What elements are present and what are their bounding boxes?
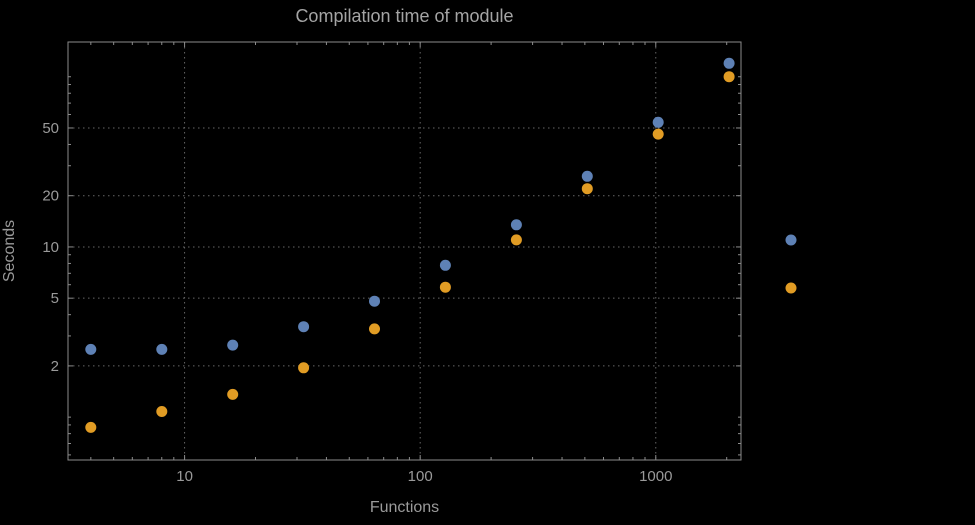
data-point-blue-series [227,339,239,351]
data-point-orange-series [85,421,97,433]
data-point-blue-series [510,219,522,231]
data-point-orange-series [510,234,522,246]
data-point-blue-series [581,170,593,182]
x-tick-label: 1000 [639,468,672,485]
y-tick-label: 2 [51,358,59,375]
plot-frame [67,41,742,461]
data-point-blue-series [439,259,451,271]
y-tick-label: 20 [42,188,59,205]
data-point-blue-series [298,321,310,333]
x-axis-label: Functions [369,499,440,516]
data-point-blue-series [723,57,735,69]
chart-title: Compilation time of module [295,6,514,26]
y-tick-label: 50 [42,120,59,137]
data-point-orange-series [581,183,593,195]
x-tick-label: 100 [408,468,433,485]
y-tick-label: 10 [42,239,59,256]
data-point-orange-series [369,323,380,335]
y-tick-label: 5 [51,290,59,307]
legend-marker-icon [785,282,797,294]
data-point-orange-series [439,281,451,293]
data-point-orange-series [298,362,310,374]
data-point-blue-series [369,295,380,307]
data-point-orange-series [723,71,735,83]
data-point-blue-series [85,343,97,355]
data-point-blue-series [156,343,168,355]
y-axis-label: Seconds [1,220,18,282]
legend-marker-icon [785,234,797,246]
data-point-orange-series [156,406,168,417]
data-point-orange-series [227,388,239,400]
x-tick-label: 10 [176,468,193,485]
data-point-blue-series [652,116,664,128]
data-point-orange-series [652,128,664,140]
